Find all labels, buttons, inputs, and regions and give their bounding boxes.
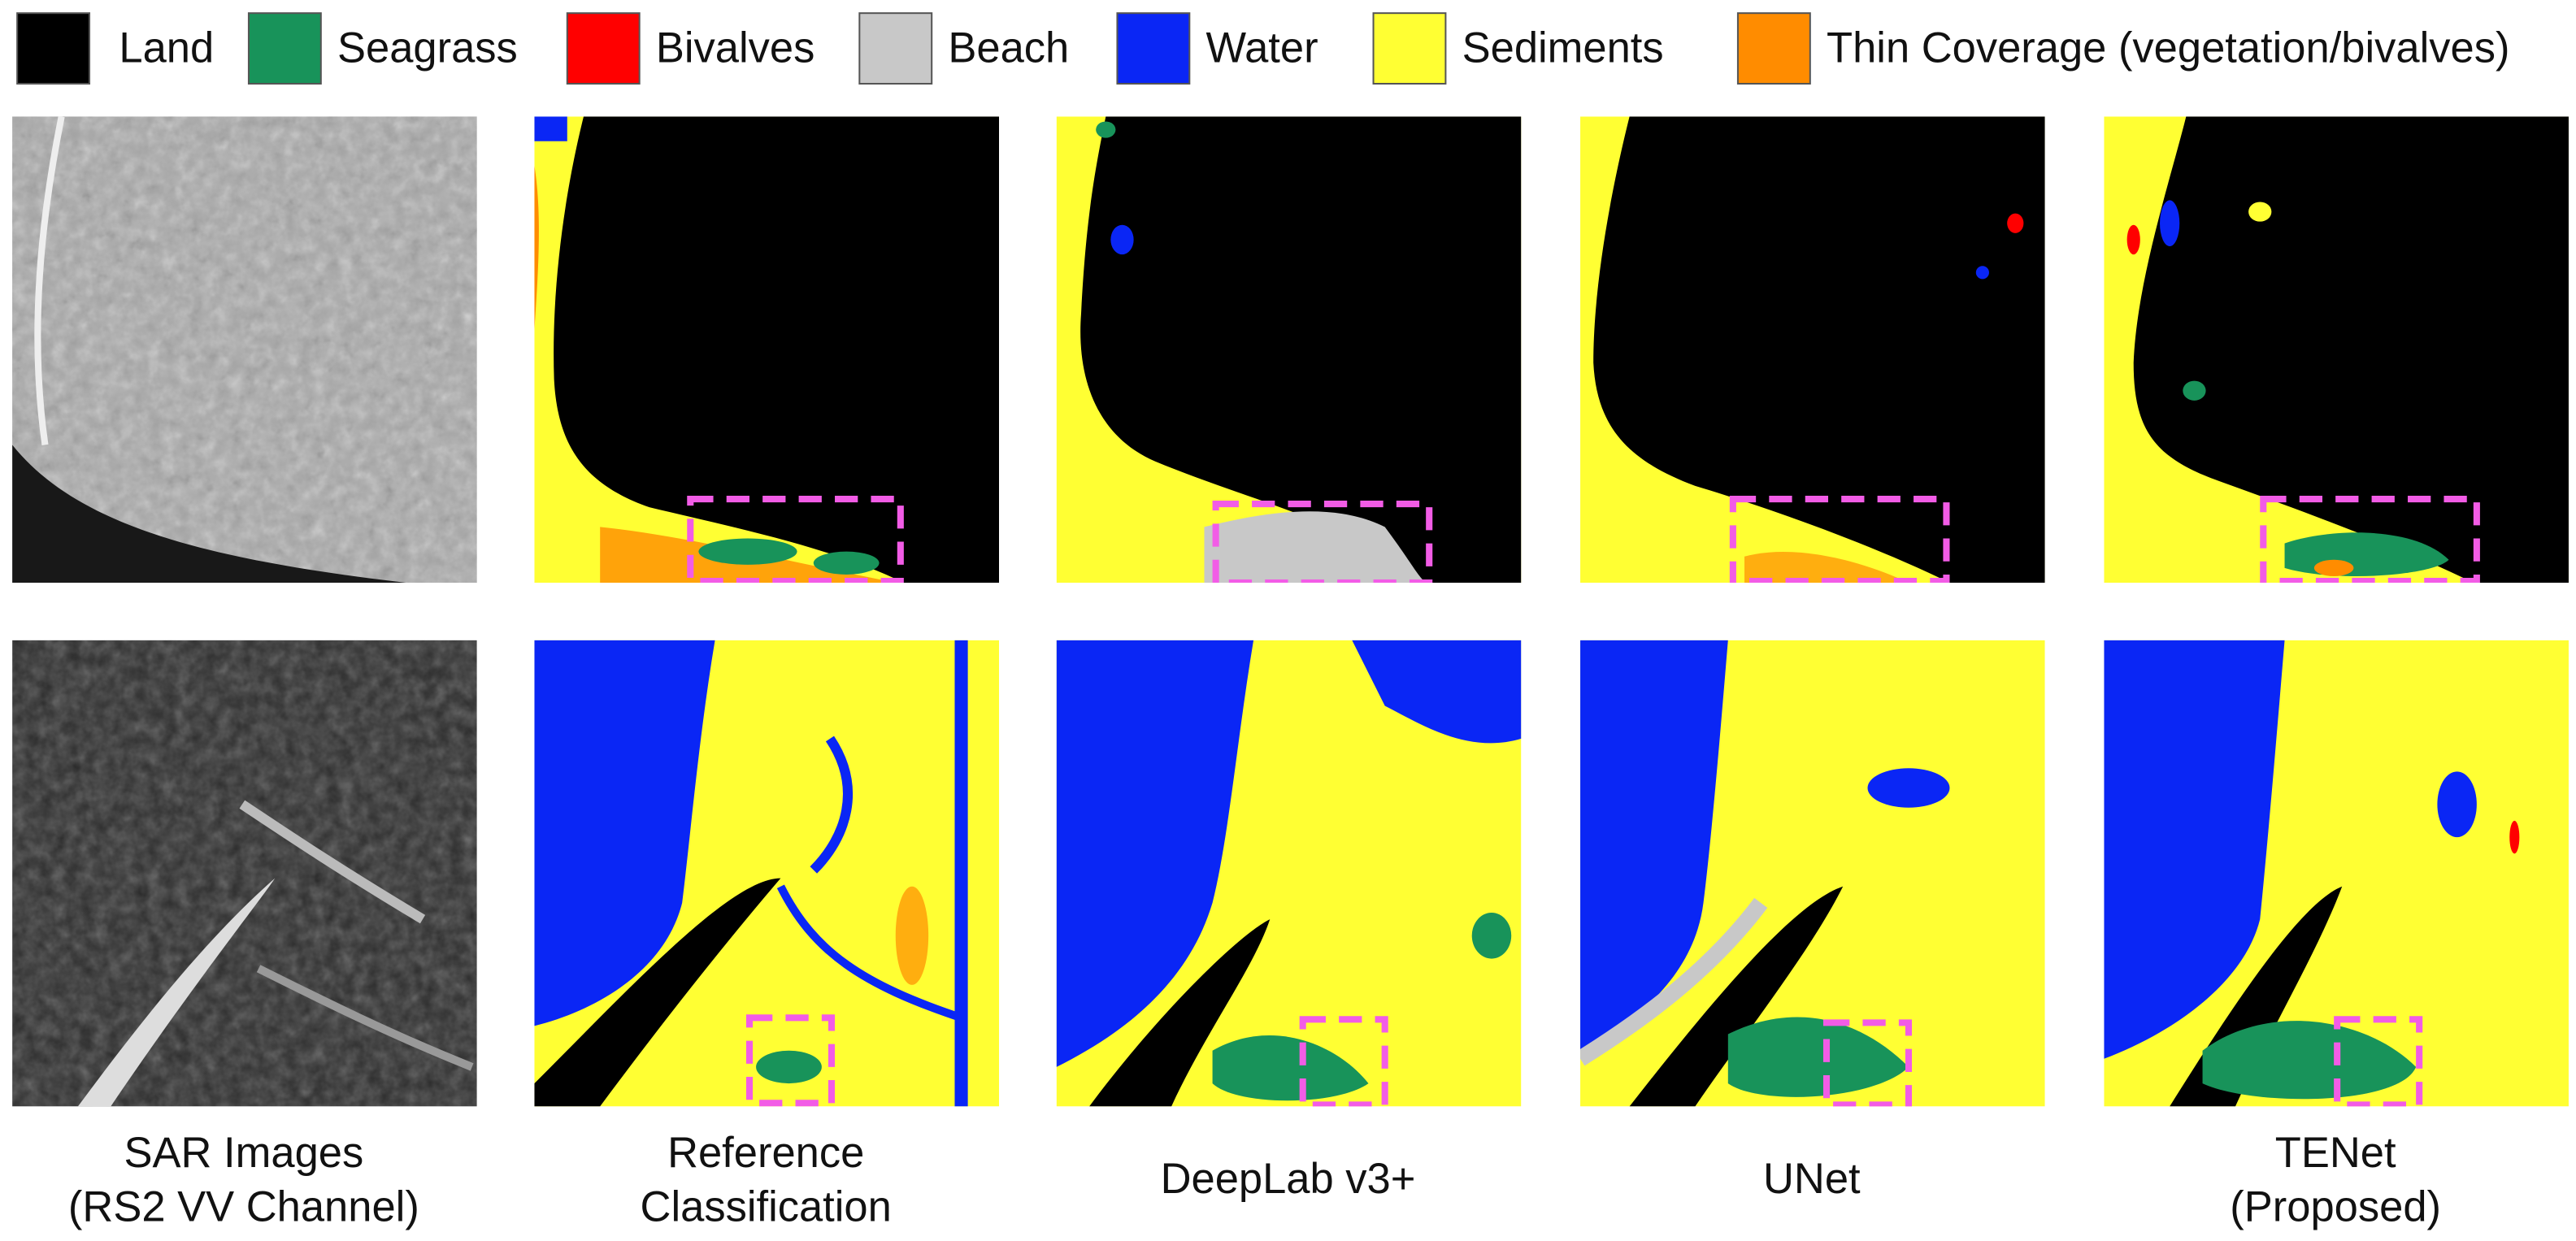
legend-swatch [16, 12, 91, 85]
legend-swatch [566, 12, 641, 85]
deeplab-map [1056, 116, 1522, 584]
legend-swatch [858, 12, 933, 85]
unet-map [1580, 116, 2045, 584]
column-caption: UNet [1763, 1155, 1861, 1203]
legend-swatch [1372, 12, 1447, 85]
reference-map [534, 116, 1000, 584]
column-caption: TENet [2275, 1129, 2396, 1177]
sar-image [12, 640, 477, 1107]
column-caption: Classification [641, 1182, 892, 1230]
legend-label: Beach [948, 24, 1069, 72]
legend: Land Seagrass Bivalves Beach Water Sediments T… [16, 12, 2509, 85]
legend-label: Thin Coverage (vegetation/bivalves) [1827, 24, 2509, 72]
legend-label: Sediments [1462, 24, 1664, 72]
column-caption: (RS2 VV Channel) [68, 1182, 419, 1230]
legend-swatch [1736, 12, 1811, 85]
column-caption: (Proposed) [2230, 1182, 2441, 1230]
sar-image [12, 116, 477, 584]
tenet-map [2104, 116, 2569, 584]
legend-label: Bivalves [656, 24, 815, 72]
reference-map [534, 640, 1000, 1107]
column-caption: DeepLab v3+ [1161, 1155, 1416, 1203]
captions: SAR Images (RS2 VV Channel) Reference Class… [68, 1129, 2441, 1231]
column-caption: SAR Images [124, 1129, 364, 1177]
unet-map [1580, 640, 2045, 1107]
column-caption: Reference [667, 1129, 864, 1177]
legend-label: Seagrass [337, 24, 518, 72]
deeplab-map [1056, 640, 1522, 1107]
legend-swatch [1116, 12, 1191, 85]
legend-label: Land [119, 24, 214, 72]
legend-swatch [247, 12, 322, 85]
legend-label: Water [1206, 24, 1318, 72]
tenet-map [2104, 640, 2569, 1107]
